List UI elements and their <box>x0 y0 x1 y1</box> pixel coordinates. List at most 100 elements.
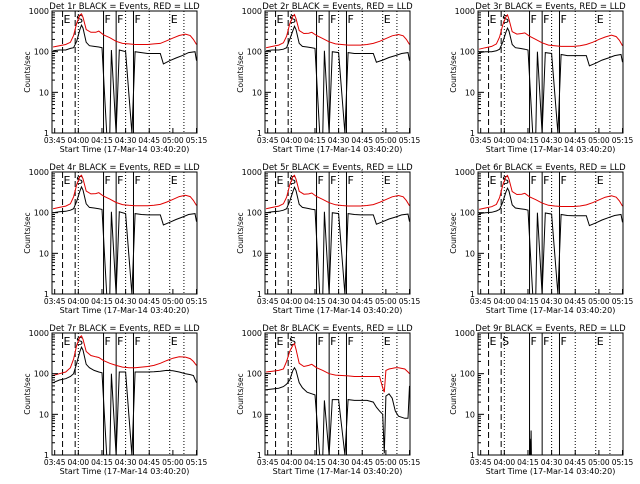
x-tick-label: 05:15 <box>186 297 208 306</box>
x-tick-label: 04:30 <box>541 136 563 145</box>
y-axis-title: Counts/sec <box>236 373 245 414</box>
x-tick-label: 04:45 <box>351 297 373 306</box>
x-tick-label: 05:00 <box>375 297 397 306</box>
event-label-f: F <box>560 174 566 187</box>
event-label-f: F <box>318 335 324 348</box>
x-tick-label: 04:00 <box>494 297 516 306</box>
x-tick-label: 04:15 <box>304 458 326 467</box>
panel-title: Det 7r BLACK = Events, RED = LLD <box>49 324 200 334</box>
event-label-e: E <box>384 13 391 26</box>
event-label-f: F <box>347 13 353 26</box>
event-label-f: F <box>105 174 111 187</box>
y-tick-label: 1000 <box>29 7 49 16</box>
y-tick-label: 1 <box>44 451 49 460</box>
x-tick-label: 04:15 <box>517 297 539 306</box>
y-tick-label: 1 <box>470 451 475 460</box>
y-tick-label: 1 <box>257 290 262 299</box>
x-tick-label: 04:30 <box>328 458 350 467</box>
x-tick-label: 05:15 <box>186 136 208 145</box>
y-tick-label: 10 <box>39 410 49 419</box>
event-label-f: F <box>117 174 123 187</box>
x-tick-label: 05:15 <box>399 458 421 467</box>
event-label-f: F <box>318 13 324 26</box>
x-tick-label: 04:00 <box>494 136 516 145</box>
x-tick-label: 04:45 <box>564 297 586 306</box>
event-label-e: E <box>277 13 284 26</box>
x-tick-label: 04:15 <box>304 136 326 145</box>
y-tick-label: 10 <box>252 410 262 419</box>
x-tick-label: 04:30 <box>115 136 137 145</box>
x-tick-label: 04:45 <box>138 136 160 145</box>
series-line-lld <box>52 335 197 376</box>
panel-title: Det 1r BLACK = Events, RED = LLD <box>49 2 200 12</box>
x-tick-label: 05:00 <box>375 458 397 467</box>
y-tick-label: 100 <box>460 209 475 218</box>
x-tick-label: 04:00 <box>68 297 90 306</box>
x-tick-label: 05:15 <box>612 136 634 145</box>
event-label-s: S <box>76 13 83 26</box>
plot-frame <box>51 10 198 134</box>
y-tick-label: 100 <box>34 370 49 379</box>
event-label-e: E <box>597 174 604 187</box>
x-tick-label: 04:30 <box>115 458 137 467</box>
x-axis-title: Start Time (17-Mar-14 03:40:20) <box>486 306 616 315</box>
y-axis-title: Counts/sec <box>236 51 245 92</box>
x-tick-label: 04:30 <box>328 136 350 145</box>
x-tick-label: 04:45 <box>564 136 586 145</box>
event-label-s: S <box>289 335 296 348</box>
x-tick-label: 04:45 <box>351 136 373 145</box>
panel-title: Det 4r BLACK = Events, RED = LLD <box>49 163 200 173</box>
event-label-f: F <box>117 13 123 26</box>
x-tick-label: 05:15 <box>612 297 634 306</box>
series-line-events <box>53 23 197 134</box>
panel-title: Det 3r BLACK = Events, RED = LLD <box>475 2 626 12</box>
series-line-lld <box>265 13 410 49</box>
plot-frame <box>51 171 198 295</box>
plot-frame <box>477 332 624 456</box>
y-tick-label: 1000 <box>242 168 262 177</box>
x-tick-label: 05:15 <box>399 297 421 306</box>
x-axis-title: Start Time (17-Mar-14 03:40:20) <box>60 306 190 315</box>
x-tick-label: 05:00 <box>162 458 184 467</box>
x-tick-label: 04:15 <box>91 136 113 145</box>
event-label-s: S <box>76 335 83 348</box>
x-tick-label: 04:45 <box>351 458 373 467</box>
series-line-events <box>479 187 623 295</box>
y-tick-label: 100 <box>34 48 49 57</box>
series-line-events <box>266 25 410 134</box>
x-tick-label: 04:00 <box>281 297 303 306</box>
event-label-e: E <box>171 174 178 187</box>
x-tick-label: 05:15 <box>612 458 634 467</box>
event-label-f: F <box>347 174 353 187</box>
event-label-f: F <box>543 174 549 187</box>
x-tick-label: 04:15 <box>91 297 113 306</box>
event-label-f: F <box>531 13 537 26</box>
y-axis-title: Counts/sec <box>449 212 458 253</box>
x-axis-title: Start Time (17-Mar-14 03:40:20) <box>273 145 403 154</box>
event-label-e: E <box>597 13 604 26</box>
x-tick-label: 03:45 <box>44 297 66 306</box>
event-label-s: S <box>502 13 509 26</box>
x-tick-label: 04:30 <box>115 297 137 306</box>
y-tick-label: 1 <box>470 129 475 138</box>
event-label-f: F <box>330 335 336 348</box>
x-tick-label: 04:00 <box>281 136 303 145</box>
series-line-lld <box>266 342 410 393</box>
x-tick-label: 04:45 <box>138 297 160 306</box>
event-label-e: E <box>490 174 497 187</box>
series-line-events <box>266 186 410 295</box>
event-label-f: F <box>105 335 111 348</box>
y-tick-label: 10 <box>465 88 475 97</box>
x-tick-label: 03:45 <box>257 458 279 467</box>
panel-title: Det 9r BLACK = Events, RED = LLD <box>475 324 626 334</box>
y-tick-label: 1 <box>470 290 475 299</box>
event-label-s: S <box>502 174 509 187</box>
event-label-f: F <box>134 335 140 348</box>
x-tick-label: 03:45 <box>257 297 279 306</box>
event-label-s: S <box>76 174 83 187</box>
event-label-s: S <box>289 13 296 26</box>
